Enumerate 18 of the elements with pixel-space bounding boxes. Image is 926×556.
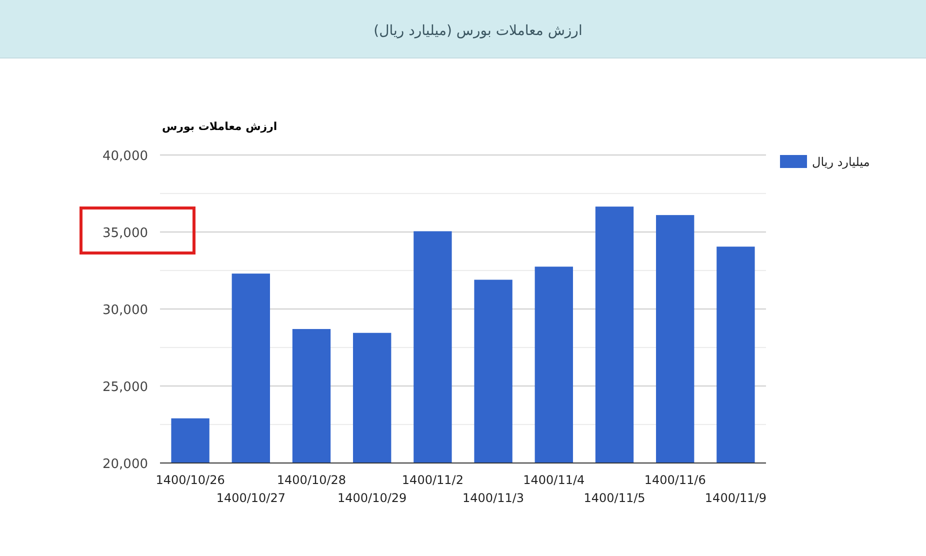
y-tick-label: 35,000	[102, 226, 148, 241]
legend-label: میلیارد ریال	[812, 155, 870, 169]
x-tick-label: 1400/11/6	[644, 473, 706, 487]
y-tick-label: 25,000	[102, 380, 148, 395]
x-tick-label: 1400/11/4	[523, 473, 585, 487]
chart-subtitle: ارزش معاملات بورس	[162, 120, 278, 133]
y-tick-label: 40,000	[102, 149, 148, 164]
y-tick-label: 30,000	[102, 303, 148, 318]
x-tick-label: 1400/11/3	[462, 491, 524, 505]
x-tick-label: 1400/11/9	[704, 491, 766, 505]
chart-title: ارزش معاملات بورس (میلیارد ریال)	[374, 23, 582, 39]
x-tick-label: 1400/11/5	[584, 491, 646, 505]
y-tick-label: 20,000	[102, 457, 148, 472]
x-tick-label: 1400/10/26	[156, 473, 225, 487]
x-tick-label: 1400/10/29	[338, 491, 407, 505]
x-tick-label: 1400/11/2	[402, 473, 464, 487]
x-tick-label: 1400/10/28	[276, 473, 346, 487]
x-tick-label: 1400/10/27	[216, 491, 286, 505]
